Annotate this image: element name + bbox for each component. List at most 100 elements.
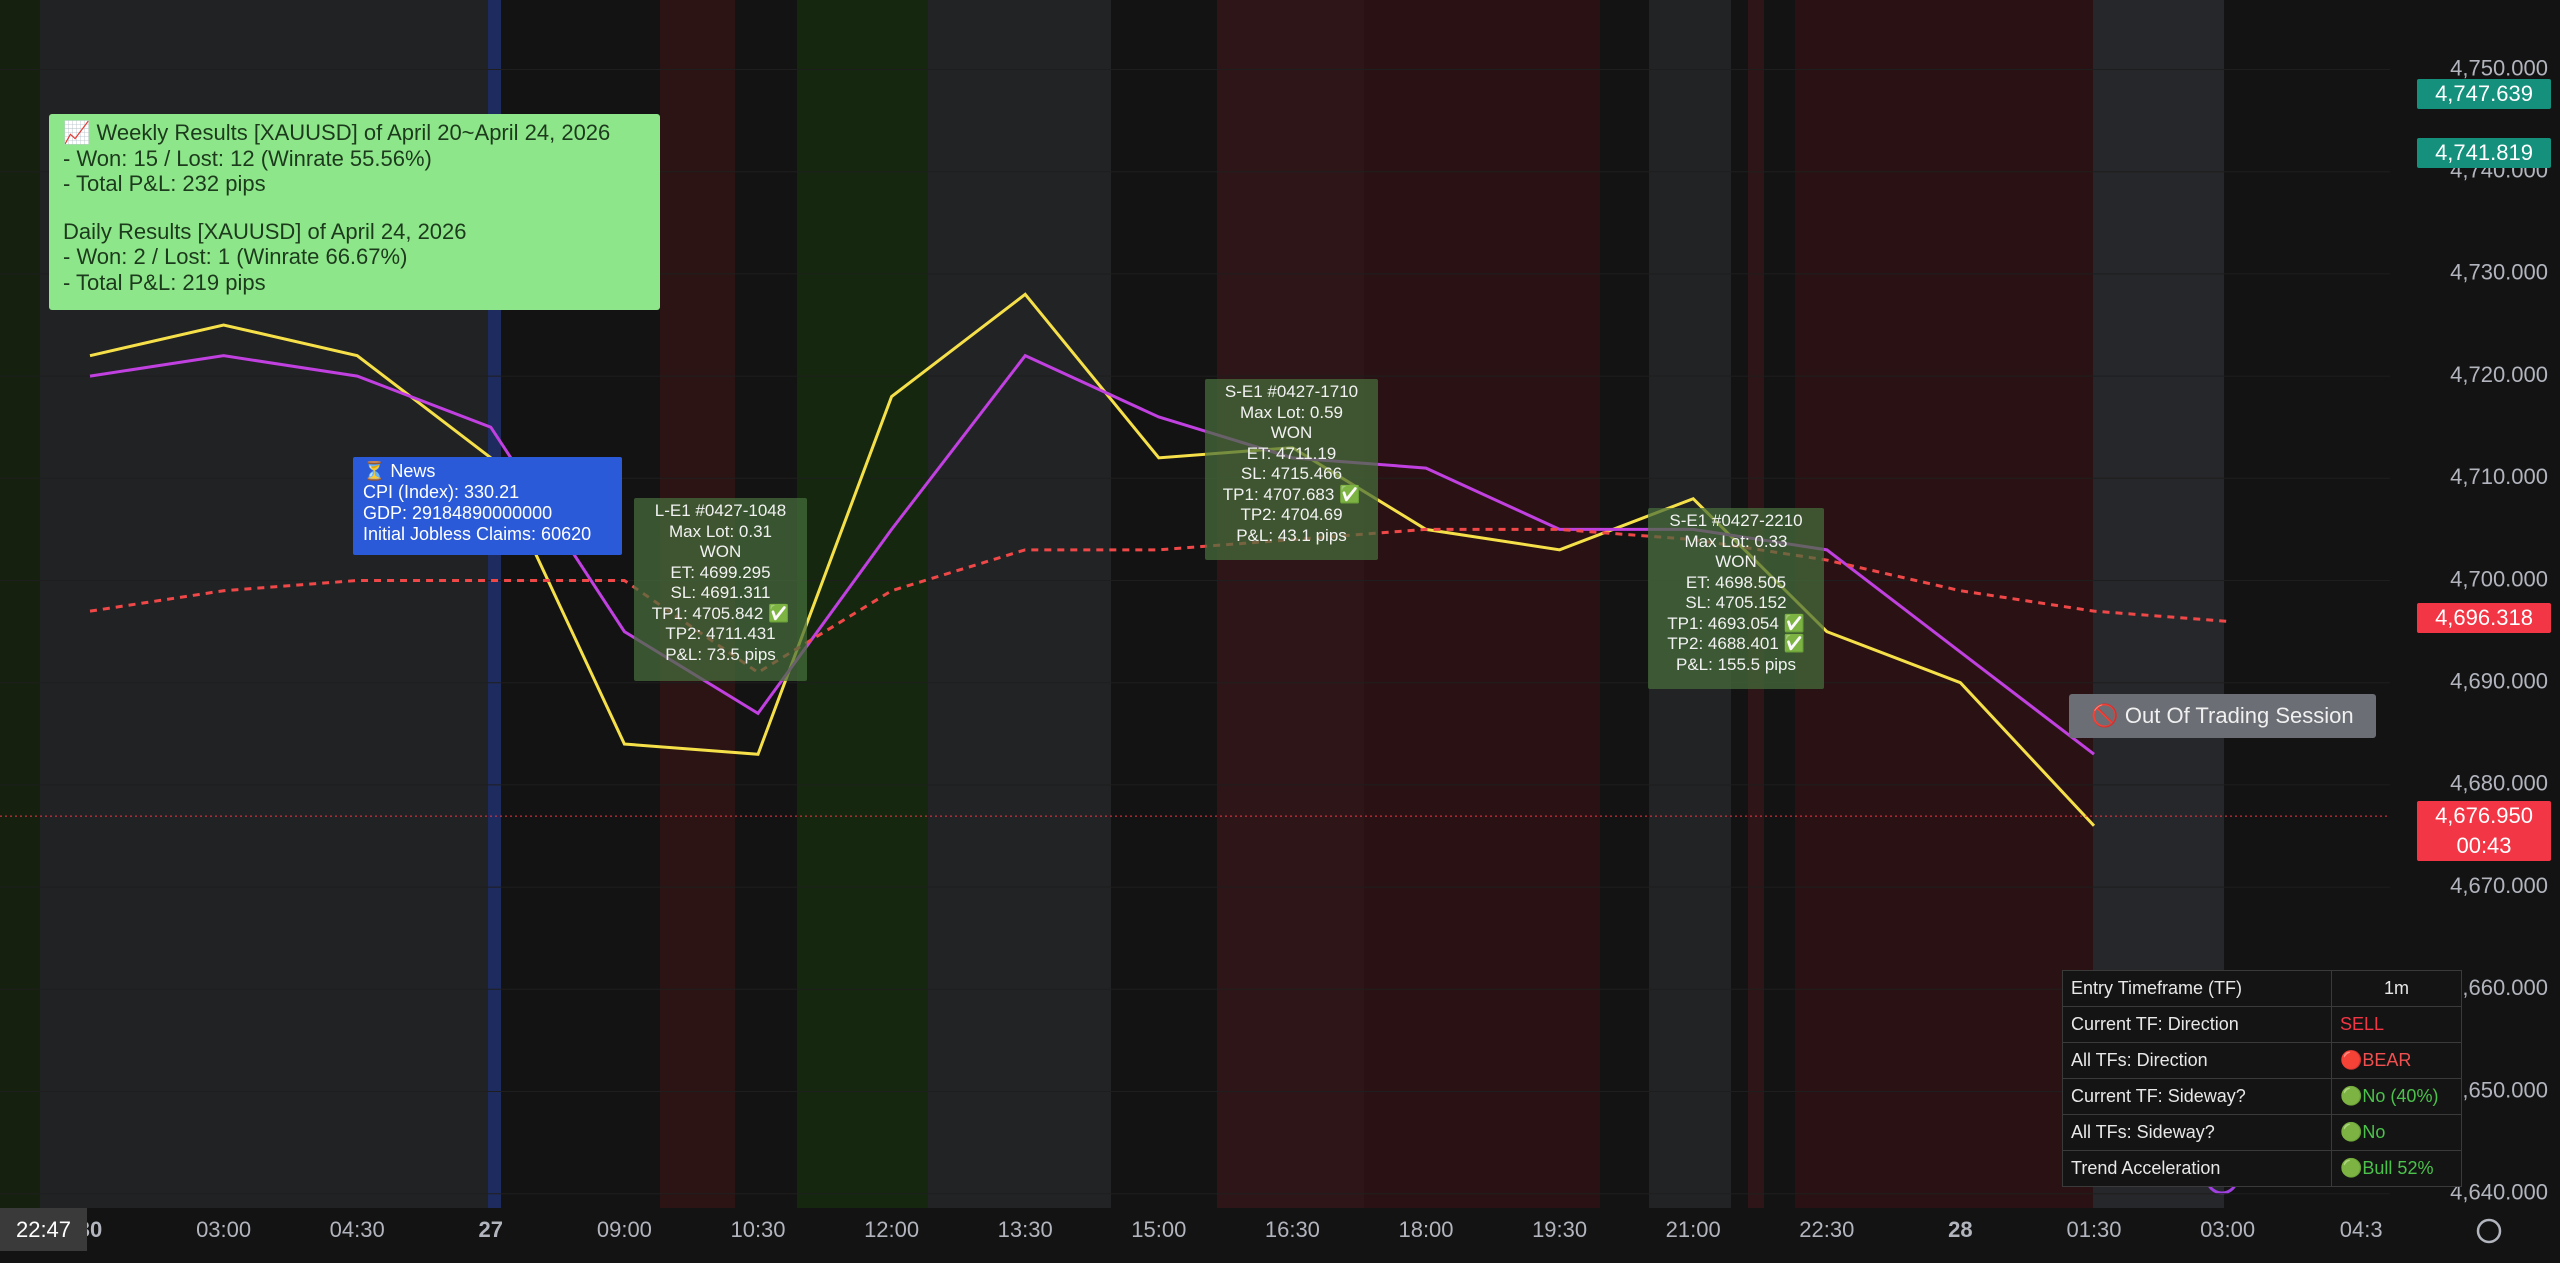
price-badge-label: 4,696.318 <box>2435 605 2533 631</box>
y-tick-label: 4,700.000 <box>2450 566 2548 591</box>
y-tick-label: 4,680.000 <box>2450 771 2548 796</box>
box-line: - Won: 15 / Lost: 12 (Winrate 55.56%) <box>63 145 432 171</box>
box-line: - Won: 2 / Lost: 1 (Winrate 66.67%) <box>63 244 408 269</box>
x-tick-label: 16:30 <box>1265 1217 1320 1242</box>
trade-box: S-E1 #0427-1710 Max Lot: 0.59 WON ET: 4711.… <box>1205 379 1378 560</box>
table-row: Current TF: Sideway? 🟢No (40%) <box>2062 1078 2462 1115</box>
table-row: All TFs: Direction 🔴BEAR <box>2062 1042 2462 1079</box>
price-badge: 4,741.819 <box>2417 138 2551 169</box>
x-tick-label: 21:00 <box>1666 1217 1721 1242</box>
price-badge: 4,676.950 00:43 <box>2417 801 2551 862</box>
price-badge: 4,747.639 <box>2417 78 2551 109</box>
table-cell: Trend Acceleration <box>2062 1150 2332 1187</box>
y-tick-label: 4,650.000 <box>2450 1077 2548 1102</box>
box-line: TP1: 4705.842 ✅ <box>651 603 790 623</box>
box-line: Max Lot: 0.31 <box>668 521 772 541</box>
box-line: P&L: 155.5 pips <box>1675 654 1797 674</box>
x-tick-label: 22:30 <box>1799 1217 1854 1242</box>
band <box>1217 0 1364 1208</box>
box-line: CPI (Index): 330.21 <box>363 482 520 502</box>
y-tick-label: 4,730.000 <box>2450 260 2548 285</box>
table-cell: Current TF: Direction <box>2062 1006 2332 1043</box>
box-line: SL: 4705.152 <box>1685 593 1787 612</box>
y-tick-label: 4,750.000 <box>2450 55 2548 80</box>
box-line: S-E1 #0427-2210 <box>1669 511 1803 530</box>
box-line: TP1: 4707.683 ✅ <box>1222 484 1361 504</box>
box-line: WON <box>1270 423 1313 442</box>
table-cell: 🔴BEAR <box>2331 1042 2462 1079</box>
news-box: ⏳ News CPI (Index): 330.21 GDP: 2918489000… <box>353 457 622 555</box>
results-box: 📈 Weekly Results [XAUUSD] of April 20~Ap… <box>49 114 660 310</box>
box-line: TP1: 4693.054 ✅ <box>1667 613 1805 633</box>
box-line: ET: 4711.19 <box>1246 443 1337 463</box>
box-line: TP2: 4688.401 ✅ <box>1667 634 1805 653</box>
y-tick-label: 4,720.000 <box>2450 362 2548 387</box>
x-tick-label: 03:00 <box>196 1217 251 1242</box>
price-badge: 4,696.318 <box>2417 603 2551 634</box>
box-line: ET: 4699.295 <box>670 562 771 582</box>
box-line: TP2: 4704.69 <box>1240 505 1343 524</box>
y-tick-label: 4,640.000 <box>2450 1180 2548 1205</box>
table-cell: All TFs: Direction <box>2062 1042 2332 1079</box>
y-tick-label: 4,690.000 <box>2450 669 2548 694</box>
price-badge-label: 4,747.639 <box>2435 80 2533 106</box>
box-line: ET: 4698.505 <box>1685 572 1787 592</box>
box-line: ⏳ News <box>363 461 436 481</box>
x-tick-label: 27 <box>479 1217 503 1242</box>
x-tick-label: 15:00 <box>1131 1217 1186 1242</box>
band <box>0 0 40 1208</box>
x-tick-label: 13:30 <box>998 1217 1053 1242</box>
box-line: Max Lot: 0.59 <box>1239 402 1343 422</box>
box-line: S-E1 #0427-1710 <box>1224 382 1359 401</box>
y-tick-label: 4,660.000 <box>2450 975 2548 1000</box>
x-tick-label: 18:00 <box>1398 1217 1453 1242</box>
price-badge-countdown: 00:43 <box>2456 833 2512 859</box>
box-line: SL: 4715.466 <box>1240 464 1343 483</box>
table-cell: 🟢Bull 52% <box>2331 1150 2462 1187</box>
box-line: TP2: 4711.431 <box>665 624 776 643</box>
table-row: Entry Timeframe (TF) 1m <box>2062 970 2462 1007</box>
box-line: SL: 4691.311 <box>670 583 771 602</box>
band <box>797 0 928 1208</box>
box-line: L-E1 #0427-1048 <box>654 501 787 520</box>
band <box>928 0 1111 1208</box>
box-line: Max Lot: 0.33 <box>1684 531 1788 551</box>
box-line: Initial Jobless Claims: 60620 <box>363 524 592 544</box>
x-tick-label: 09:00 <box>597 1217 652 1242</box>
box-line: P&L: 43.1 pips <box>1236 525 1347 545</box>
band <box>1364 0 1600 1208</box>
trade-box: S-E1 #0427-2210 Max Lot: 0.33 WON ET: 4698.… <box>1648 508 1824 689</box>
x-tick-label: 01:30 <box>2066 1217 2121 1242</box>
status-table: Entry Timeframe (TF) 1m Current TF: Direct… <box>2062 970 2462 1187</box>
box-line <box>63 197 646 219</box>
table-row: All TFs: Sideway? 🟢No <box>2062 1114 2462 1151</box>
box-line: GDP: 29184890000000 <box>363 503 553 523</box>
session-bands <box>0 0 2224 1208</box>
time-badge: 22:47 <box>0 1208 87 1251</box>
table-cell: 🟢No (40%) <box>2331 1078 2462 1115</box>
table-cell: 🟢No <box>2331 1114 2462 1151</box>
table-cell: SELL <box>2331 1006 2462 1043</box>
price-badge-label: 4,741.819 <box>2435 140 2533 166</box>
box-line: WON <box>699 542 742 561</box>
trade-box: L-E1 #0427-1048 Max Lot: 0.31 WON ET: 4699.… <box>634 498 807 681</box>
x-tick-label: 03:00 <box>2200 1217 2255 1242</box>
table-cell: Entry Timeframe (TF) <box>2062 970 2332 1007</box>
table-row: Current TF: Direction SELL <box>2062 1006 2462 1043</box>
box-line: Daily Results [XAUUSD] of April 24, 2026 <box>63 218 467 244</box>
y-tick-label: 4,670.000 <box>2450 873 2548 898</box>
box-line: - Total P&L: 219 pips <box>63 269 266 295</box>
time-axis <box>0 1208 2560 1263</box>
box-line: - Total P&L: 232 pips <box>63 171 266 196</box>
table-cell: Current TF: Sideway? <box>2062 1078 2332 1115</box>
x-tick-label: 10:30 <box>730 1217 785 1242</box>
x-tick-label: 19:30 <box>1532 1217 1587 1242</box>
x-tick-label: 04:3 <box>2340 1217 2383 1242</box>
settings-icon[interactable] <box>2476 1218 2502 1244</box>
band <box>1795 0 2093 1208</box>
table-cell: 1m <box>2331 970 2462 1007</box>
table-row: Trend Acceleration 🟢Bull 52% <box>2062 1150 2462 1187</box>
session-label: 🚫 Out Of Trading Session <box>2069 694 2376 738</box>
